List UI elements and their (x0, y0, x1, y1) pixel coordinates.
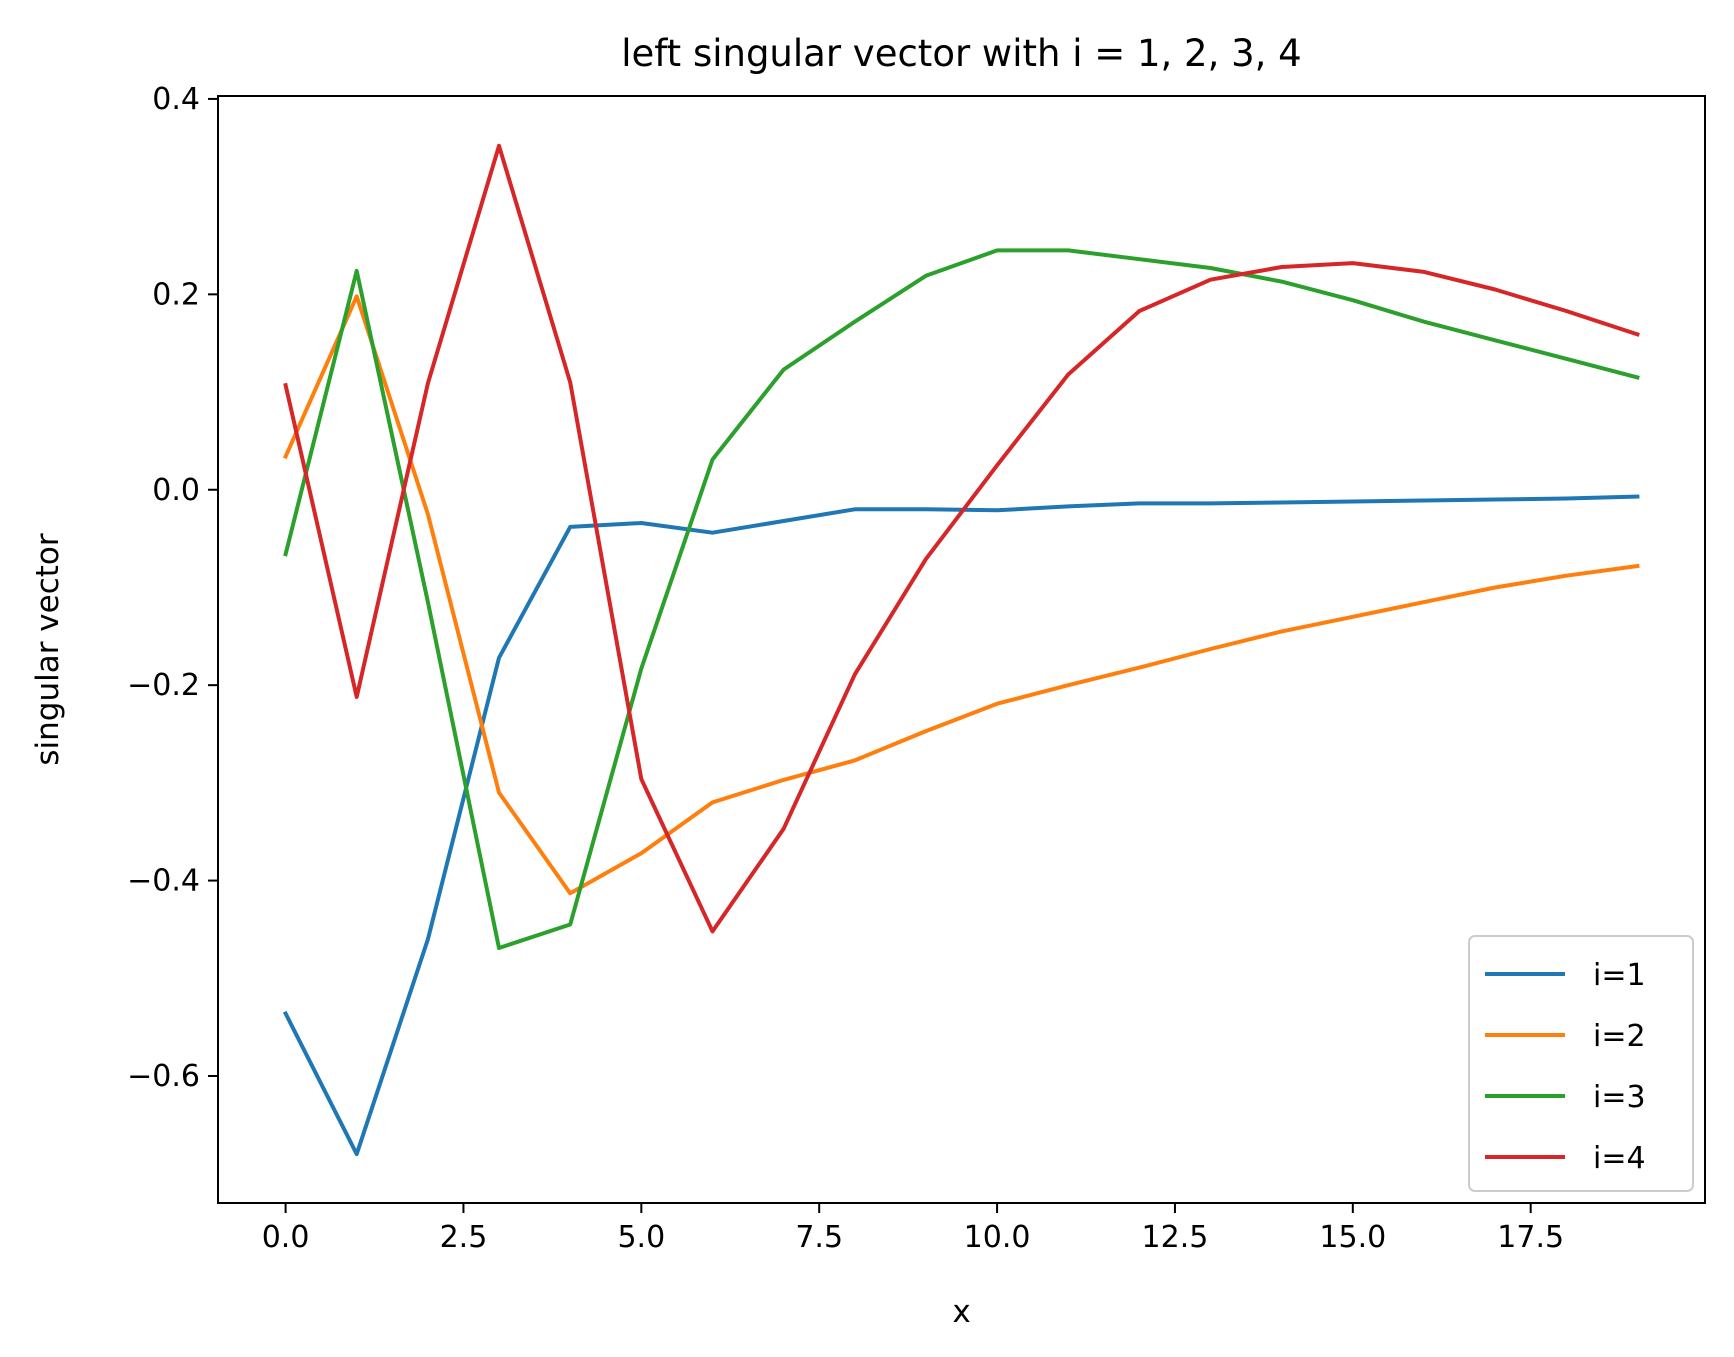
legend-label-3: i=3 (1593, 1080, 1646, 1115)
chart-title: left singular vector with i = 1, 2, 3, 4 (621, 32, 1301, 75)
legend-box (1468, 935, 1694, 1192)
x-tick-label: 17.5 (1497, 1220, 1564, 1255)
x-axis-label: x (952, 1294, 970, 1330)
x-tick-label: 15.0 (1319, 1220, 1386, 1255)
series-layer (282, 143, 1640, 1157)
y-tick-label: −0.4 (127, 864, 200, 899)
legend-label-4: i=4 (1593, 1141, 1646, 1176)
plot-area (217, 95, 1706, 1204)
series-line-3 (283, 248, 1640, 950)
x-tick-label: 2.5 (440, 1220, 488, 1255)
y-axis-label: singular vector (30, 533, 66, 766)
x-tick-label: 12.5 (1142, 1220, 1209, 1255)
y-tick-label: 0.2 (152, 277, 200, 312)
y-tick-label: 0.4 (152, 82, 200, 117)
x-axis: 0.0 2.5 5.0 7.5 10.0 12.5 15.0 17.5 (262, 1203, 1564, 1255)
x-tick-label: 10.0 (964, 1220, 1031, 1255)
y-tick-label: −0.6 (127, 1059, 200, 1094)
legend-label-1: i=1 (1593, 958, 1646, 993)
legend-label-2: i=2 (1593, 1019, 1646, 1054)
plot-frame (217, 95, 1706, 1204)
x-tick-label: 0.0 (262, 1220, 310, 1255)
series-line-2 (282, 294, 1640, 896)
y-axis: −0.6 −0.4 −0.2 0.0 0.2 0.4 (127, 82, 218, 1094)
legend-items: i=1 i=2 i=3 i=4 (1485, 958, 1646, 1176)
x-tick-label: 7.5 (795, 1220, 843, 1255)
series-line-4 (283, 143, 1640, 934)
legend: i=1 i=2 i=3 i=4 (1468, 935, 1694, 1192)
y-tick-label: 0.0 (152, 473, 200, 508)
y-tick-label: −0.2 (127, 668, 200, 703)
x-tick-label: 5.0 (617, 1220, 665, 1255)
